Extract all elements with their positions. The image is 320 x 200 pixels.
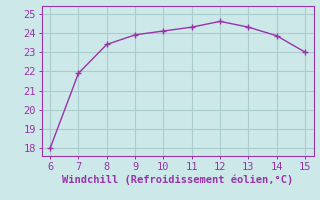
X-axis label: Windchill (Refroidissement éolien,°C): Windchill (Refroidissement éolien,°C): [62, 174, 293, 185]
